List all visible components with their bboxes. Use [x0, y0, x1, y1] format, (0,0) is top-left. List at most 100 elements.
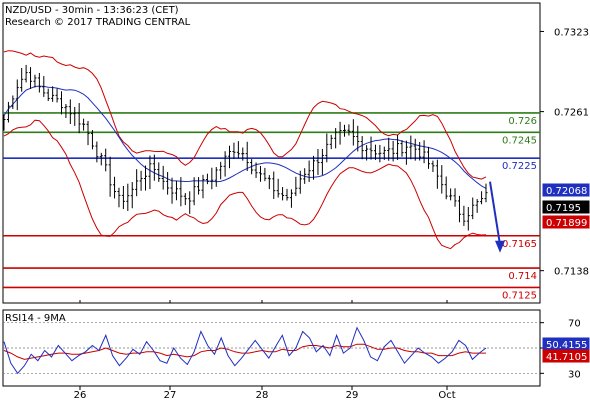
time-axis-label: Oct — [438, 390, 455, 400]
price-bar — [254, 162, 258, 178]
price-tag-last-text: 0.7195 — [546, 203, 581, 214]
price-bar — [20, 68, 24, 92]
rsi-tag-rsi_ma-box — [542, 349, 590, 363]
price-bar — [219, 161, 223, 180]
moving-average-line — [3, 85, 487, 189]
price-bar — [157, 162, 161, 182]
price-bar — [360, 136, 364, 160]
price-bar — [373, 144, 377, 160]
price-bar — [245, 141, 249, 172]
price-tag-last: 0.7195 — [542, 200, 590, 214]
price-bar — [95, 141, 99, 163]
price-bar — [166, 171, 170, 195]
price-bar — [130, 182, 134, 209]
price-bar — [351, 119, 355, 146]
price-tag-last-box — [542, 200, 590, 214]
price-bar — [24, 64, 28, 83]
price-bar — [307, 160, 311, 183]
projection-arrow-line — [489, 181, 501, 245]
bollinger-lower-line — [3, 119, 487, 250]
price-bar — [329, 134, 333, 150]
price-bar — [135, 169, 139, 197]
level-label-0.7225: 0.7225 — [502, 161, 537, 172]
price-bar — [104, 148, 108, 172]
price-bar — [117, 187, 121, 208]
price-bar — [298, 170, 302, 194]
price-bar — [480, 191, 484, 205]
price-bar — [148, 155, 152, 190]
price-bar — [281, 187, 285, 201]
price-bar — [188, 191, 192, 214]
price-bar — [396, 134, 400, 160]
price-bar — [276, 178, 280, 198]
rsi-axis-label: 30 — [568, 369, 581, 380]
chart-subtitle: Research © 2017 TRADING CENTRAL — [5, 17, 191, 28]
level-label-0.7165: 0.7165 — [502, 239, 537, 250]
price-bar — [325, 133, 329, 163]
price-bar — [73, 106, 77, 126]
bollinger-upper-line — [3, 50, 487, 180]
level-label-0.7245: 0.7245 — [502, 135, 537, 146]
price-bar — [356, 125, 360, 152]
time-axis-label: 26 — [74, 390, 87, 400]
chart-title: NZD/USD - 30min - 13:36:23 (CET) — [5, 5, 179, 16]
price-bar — [113, 176, 117, 199]
price-bar — [15, 79, 19, 111]
price-bar — [365, 145, 369, 161]
price-bar — [152, 154, 156, 181]
price-bar — [232, 142, 236, 159]
price-axis-label: 0.7261 — [554, 108, 589, 119]
rsi-tag-rsi: 50.4155 — [542, 337, 590, 351]
price-bar — [68, 99, 72, 124]
price-bar — [11, 95, 15, 110]
price-bar — [418, 142, 422, 161]
price-bar — [471, 197, 475, 220]
rsi-line — [3, 326, 487, 375]
price-bar — [223, 151, 227, 177]
rsi-title: RSI14 - 9MA — [5, 313, 66, 324]
price-bar — [413, 138, 417, 161]
price-bar — [139, 170, 143, 191]
price-tag-upper-text: 0.72068 — [546, 186, 587, 197]
price-bar — [42, 76, 46, 97]
price-tag-lower: 0.71899 — [542, 215, 590, 229]
price-tag-upper: 0.72068 — [542, 183, 590, 197]
price-bar — [46, 88, 50, 101]
price-bar — [6, 101, 10, 123]
price-bar — [391, 140, 395, 162]
price-bar — [2, 114, 6, 131]
price-bar — [334, 128, 338, 149]
rsi-tag-rsi_ma: 41.7105 — [542, 349, 590, 363]
price-bar — [82, 118, 86, 131]
price-bar — [192, 177, 196, 206]
price-bar — [400, 140, 404, 157]
price-bar — [431, 160, 435, 173]
price-bar — [170, 177, 174, 204]
projection-arrowhead — [495, 240, 505, 253]
price-bar — [378, 144, 382, 163]
price-bar — [484, 183, 488, 203]
price-bar — [236, 141, 240, 159]
price-bar — [312, 155, 316, 180]
time-axis-label: 29 — [346, 390, 359, 400]
price-bar — [272, 171, 276, 199]
price-bar — [303, 168, 307, 184]
price-bar — [205, 173, 209, 185]
price-bar — [453, 188, 457, 207]
price-axis-label: 0.7323 — [554, 27, 589, 38]
price-bar — [435, 159, 439, 189]
price-bar — [449, 188, 453, 201]
price-bar — [126, 183, 130, 211]
price-bar — [404, 140, 408, 165]
main-plot-area — [2, 2, 541, 304]
price-bar — [174, 181, 178, 201]
price-bar — [462, 205, 466, 226]
price-bar — [316, 149, 320, 175]
price-bar — [267, 175, 271, 190]
price-axis-label: 0.7138 — [554, 267, 589, 278]
price-bar — [422, 140, 426, 164]
price-bar — [409, 135, 413, 160]
level-label-0.726: 0.726 — [508, 116, 537, 127]
level-label-0.714: 0.714 — [508, 271, 537, 282]
